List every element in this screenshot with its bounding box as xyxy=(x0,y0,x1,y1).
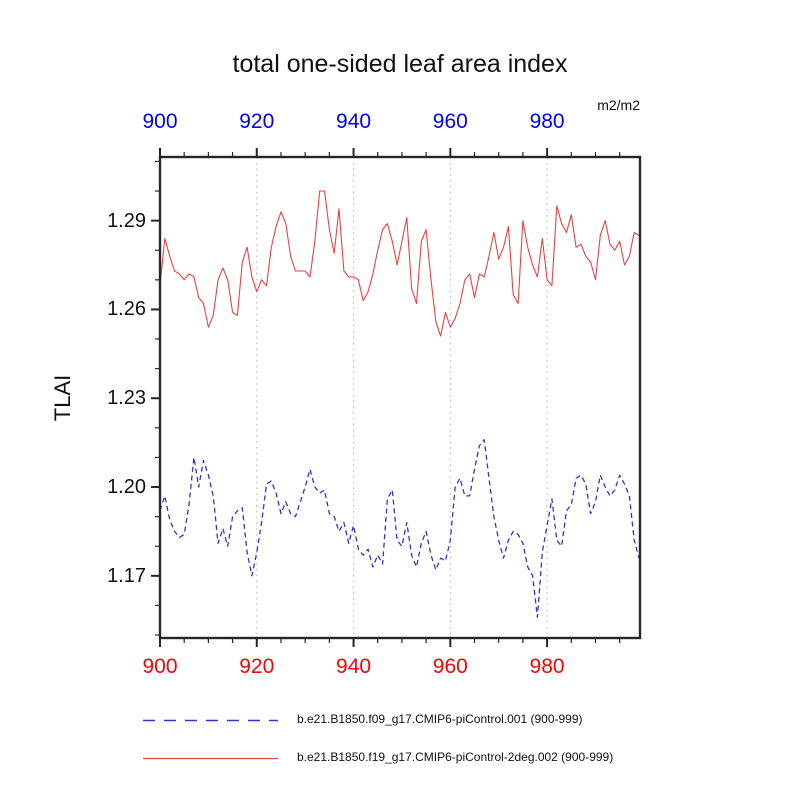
legend-label-picontrol-2deg-002: b.e21.B1850.f19_g17.CMIP6-piControl-2deg… xyxy=(297,750,614,764)
plot-border xyxy=(158,155,642,640)
y-tick-label: 1.26 xyxy=(107,298,146,321)
series-line-1 xyxy=(159,190,640,337)
x-tick-label-bottom: 980 xyxy=(529,655,565,678)
y-tick-label: 1.17 xyxy=(107,564,146,587)
x-tick-label-bottom: 900 xyxy=(142,655,178,678)
x-tick-label-top: 920 xyxy=(239,110,275,133)
y-tick-label: 1.20 xyxy=(107,476,146,499)
chart-title: total one-sided leaf area index xyxy=(232,50,568,78)
x-tick-label-top: 940 xyxy=(336,110,372,133)
series-line-0 xyxy=(159,439,640,618)
units-label: m2/m2 xyxy=(597,97,640,113)
legend-label-picontrol-001: b.e21.B1850.f09_g17.CMIP6-piControl.001 … xyxy=(297,712,583,726)
x-tick-label-top: 900 xyxy=(142,110,178,133)
y-tick-label: 1.23 xyxy=(107,387,146,410)
x-tick-label-bottom: 960 xyxy=(432,655,468,678)
y-tick-label: 1.29 xyxy=(107,209,146,232)
x-tick-label-top: 960 xyxy=(432,110,468,133)
x-tick-label-bottom: 940 xyxy=(336,655,372,678)
x-tick-label-top: 980 xyxy=(529,110,565,133)
x-tick-label-bottom: 920 xyxy=(239,655,275,678)
